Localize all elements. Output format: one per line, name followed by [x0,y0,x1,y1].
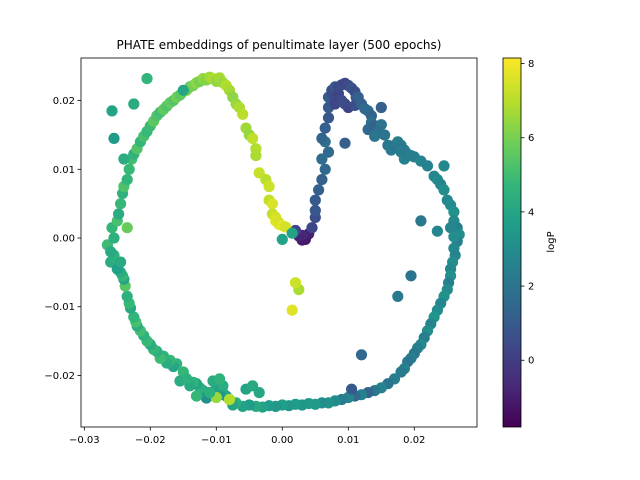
data-point [316,132,328,144]
chart-title: PHATE embeddings of penultimate layer (5… [117,38,442,52]
data-point [177,84,189,96]
x-tick-label: −0.01 [201,435,232,446]
data-point [115,256,127,268]
data-point [336,95,348,107]
data-point [141,73,153,85]
data-point [369,130,381,142]
data-point [289,277,302,289]
data-point [448,206,460,218]
colorbar-tick-label: 6 [528,133,534,144]
data-point [190,390,203,402]
data-point [113,208,125,220]
data-point [118,153,130,165]
data-point [309,204,321,217]
x-tick-label: 0.00 [271,435,293,446]
data-point [319,163,331,175]
data-point [309,194,321,206]
data-point [448,231,460,243]
data-point [379,129,391,141]
data-point [105,246,117,258]
data-point [237,108,249,120]
data-point [415,215,427,227]
data-point [121,174,133,186]
data-point [316,174,328,186]
y-tick-label: −0.01 [44,302,75,313]
data-point [108,232,120,244]
data-point [405,270,417,282]
data-point [421,160,434,172]
data-point [339,137,351,149]
x-axis: −0.03 −0.02 −0.01 0.00 0.01 0.02 [69,427,425,446]
y-tick-label: 0.01 [53,165,75,176]
data-point [250,150,262,162]
data-point [121,290,133,302]
data-point [247,132,259,144]
data-point [108,132,120,144]
x-tick-label: 0.02 [403,435,425,446]
data-point [128,311,140,323]
data-point [286,304,298,316]
data-point [355,349,368,361]
x-tick-label: −0.03 [69,435,100,446]
plot-frame [80,57,478,428]
data-point [204,387,216,399]
data-point [322,146,335,158]
data-point [319,122,331,134]
data-point [313,184,325,196]
data-point [392,290,404,302]
data-point [123,163,135,175]
data-point [346,383,358,395]
colorbar-tick-label: 8 [528,59,534,70]
colorbar [502,57,522,428]
data-point [276,233,288,245]
data-point [181,373,193,385]
colorbar-tick-label: 4 [528,207,534,218]
colorbar-tick-label: 2 [528,282,534,293]
scatter-points [101,71,465,413]
colorbar-label: logP [546,231,557,252]
data-point [438,184,450,196]
data-point [266,198,278,210]
data-point [445,222,457,234]
x-tick-label: −0.02 [135,435,166,446]
data-point [214,373,226,385]
colorbar-tick-label: 0 [528,356,534,367]
data-point [306,222,318,234]
data-point [115,198,127,210]
y-tick-label: −0.02 [44,371,75,382]
data-point [223,393,236,406]
data-point [263,180,275,193]
y-tick-label: 0.02 [53,96,75,107]
colorbar-axis: 0 2 4 6 8 [521,59,534,367]
data-point [438,160,450,172]
data-point [286,227,298,239]
y-tick-label: 0.00 [53,234,75,245]
y-axis: 0.02 0.01 0.00 −0.01 −0.02 [44,96,81,382]
data-point [253,387,265,399]
data-point [106,105,118,117]
x-tick-label: 0.01 [337,435,359,446]
data-point [375,101,387,114]
data-point [128,98,140,110]
data-point [121,222,133,234]
data-point [322,112,335,124]
data-point [431,225,443,237]
